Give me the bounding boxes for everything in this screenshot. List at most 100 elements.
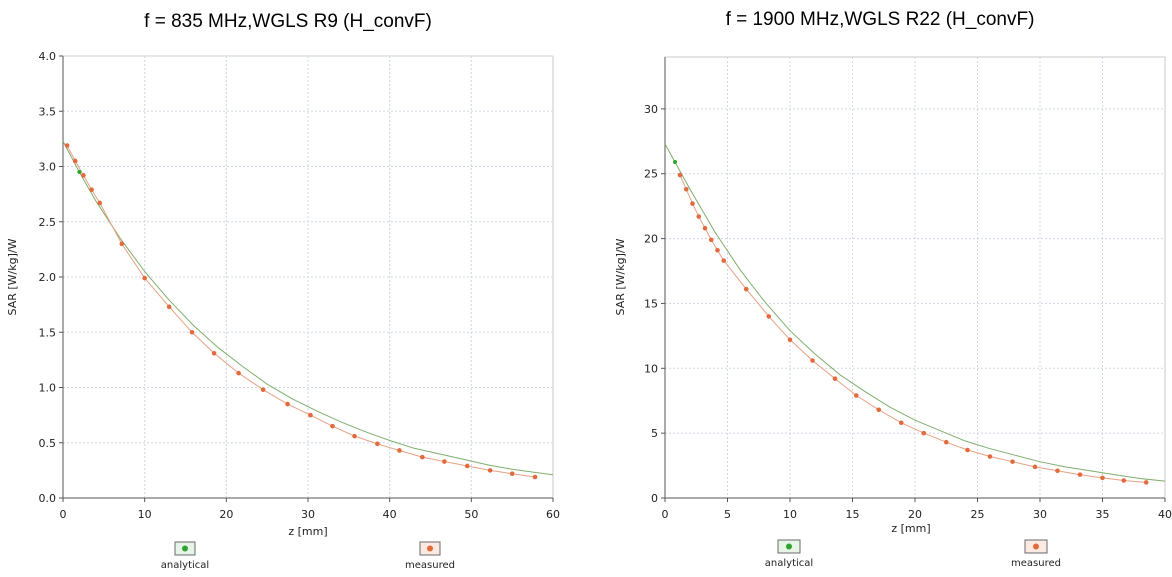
x-tick-labels: 0 5 10 15 20 25 30 35 40 — [662, 498, 1172, 521]
data-point-measured — [690, 201, 695, 206]
chart-title: f = 835 MHz,WGLS R9 (H_convF) — [144, 11, 432, 32]
y-tick-label: 2.5 — [39, 216, 57, 229]
data-point-measured — [702, 225, 708, 231]
y-tick-label: 1.5 — [39, 326, 57, 339]
data-point-measured — [397, 448, 402, 453]
x-axis-label: z [mm] — [288, 525, 327, 538]
data-point-analytical — [77, 170, 82, 175]
x-tick-label: 10 — [783, 508, 797, 521]
x-tick-label: 30 — [301, 508, 315, 521]
legend-marker-analytical — [182, 545, 188, 552]
data-point-measured — [1055, 468, 1060, 474]
x-tick-label: 40 — [1158, 508, 1172, 521]
legend-label-measured: measured — [1011, 558, 1061, 569]
data-point-measured — [260, 387, 266, 393]
data-point-measured — [308, 412, 313, 418]
series-line-analytical — [664, 143, 1166, 482]
data-point-measured — [677, 172, 683, 178]
y-tick-label: 20 — [644, 233, 658, 246]
y-tick-label: 0 — [651, 492, 658, 505]
data-point-measured — [743, 286, 749, 292]
x-tick-label: 0 — [60, 508, 67, 521]
data-point-measured — [142, 275, 147, 281]
data-point-measured — [352, 433, 357, 439]
x-tick-label: 20 — [219, 508, 233, 521]
y-axis-label: SAR [W/kg]/W — [614, 238, 627, 315]
x-tick-label: 10 — [138, 508, 152, 521]
data-point-measured — [787, 337, 793, 343]
data-point-measured — [119, 241, 125, 247]
grid — [664, 57, 1165, 499]
data-point-measured — [236, 370, 241, 376]
data-point-measured — [97, 200, 103, 206]
y-axis-label: SAR [W/kg]/W — [6, 238, 19, 315]
data-point-measured — [715, 247, 720, 253]
legend-marker-measured — [427, 545, 433, 552]
series-layer — [664, 143, 1166, 485]
x-tick-label: 35 — [1096, 508, 1110, 521]
data-point-measured — [810, 358, 815, 363]
data-point-measured — [1100, 475, 1105, 481]
y-tick-label: 25 — [644, 168, 658, 181]
legend-marker-measured — [1033, 543, 1039, 550]
x-tick-label: 0 — [662, 508, 669, 521]
data-point-measured — [721, 258, 727, 263]
data-point-measured — [532, 474, 538, 480]
data-point-measured — [509, 471, 515, 476]
data-point-measured — [72, 158, 78, 164]
data-point-measured — [943, 439, 949, 445]
data-point-measured — [89, 187, 94, 193]
data-point-measured — [285, 401, 290, 407]
data-point-measured — [166, 304, 172, 310]
series-line-measured — [66, 145, 536, 478]
y-tick-label: 4.0 — [39, 50, 57, 63]
x-tick-label: 50 — [464, 508, 478, 521]
data-point-measured — [1010, 459, 1015, 464]
legend-label-analytical: analytical — [765, 558, 813, 569]
data-point-measured — [683, 187, 689, 192]
data-point-measured — [1077, 472, 1083, 477]
series-layer — [62, 140, 554, 480]
data-point-measured — [1032, 464, 1038, 470]
data-point-measured — [189, 329, 195, 335]
data-point-measured — [442, 459, 447, 464]
y-tick-label: 1.0 — [39, 382, 57, 395]
x-axis-label: z [mm] — [891, 522, 930, 535]
x-tick-label: 60 — [546, 508, 560, 521]
data-point-measured — [375, 441, 380, 447]
data-point-measured — [832, 376, 838, 381]
data-point-measured — [420, 454, 425, 460]
data-point-measured — [708, 237, 714, 243]
data-point-measured — [696, 214, 702, 219]
series-line-analytical — [62, 140, 554, 476]
x-tick-label: 20 — [908, 508, 922, 521]
chart-835mhz: f = 835 MHz,WGLS R9 (H_convF) 0 10 20 30 40 5… — [6, 11, 560, 571]
x-tick-label: 5 — [724, 508, 731, 521]
data-point-measured — [487, 468, 493, 473]
x-tick-label: 15 — [846, 508, 860, 521]
data-point-measured — [766, 314, 772, 319]
data-point-measured — [921, 430, 927, 436]
data-point-measured — [965, 447, 970, 453]
data-point-measured — [464, 463, 470, 469]
legend: analytical measured — [161, 541, 455, 571]
data-point-measured — [330, 423, 335, 429]
y-tick-label: 0.0 — [39, 492, 57, 505]
y-tick-label: 3.5 — [39, 105, 57, 118]
data-point-measured — [1121, 478, 1127, 483]
legend-marker-analytical — [786, 543, 792, 550]
x-tick-label: 30 — [1033, 508, 1047, 521]
chart-1900mhz: f = 1900 MHz,WGLS R22 (H_convF) 0 5 10 15 20… — [614, 9, 1172, 569]
data-point-analytical — [673, 160, 677, 165]
data-point-measured — [1143, 480, 1149, 485]
y-tick-label: 5 — [651, 427, 658, 440]
y-tick-label: 0.5 — [39, 437, 57, 450]
y-tick-labels: 0.0 0.5 1.0 1.5 2.0 2.5 3.0 3.5 4.0 — [39, 50, 63, 505]
y-tick-labels: 0 5 10 15 20 25 30 — [644, 103, 665, 505]
y-tick-label: 15 — [644, 297, 658, 310]
x-tick-label: 40 — [383, 508, 397, 521]
data-point-measured — [876, 407, 882, 413]
data-point-measured — [64, 143, 70, 148]
data-point-measured — [81, 173, 86, 178]
